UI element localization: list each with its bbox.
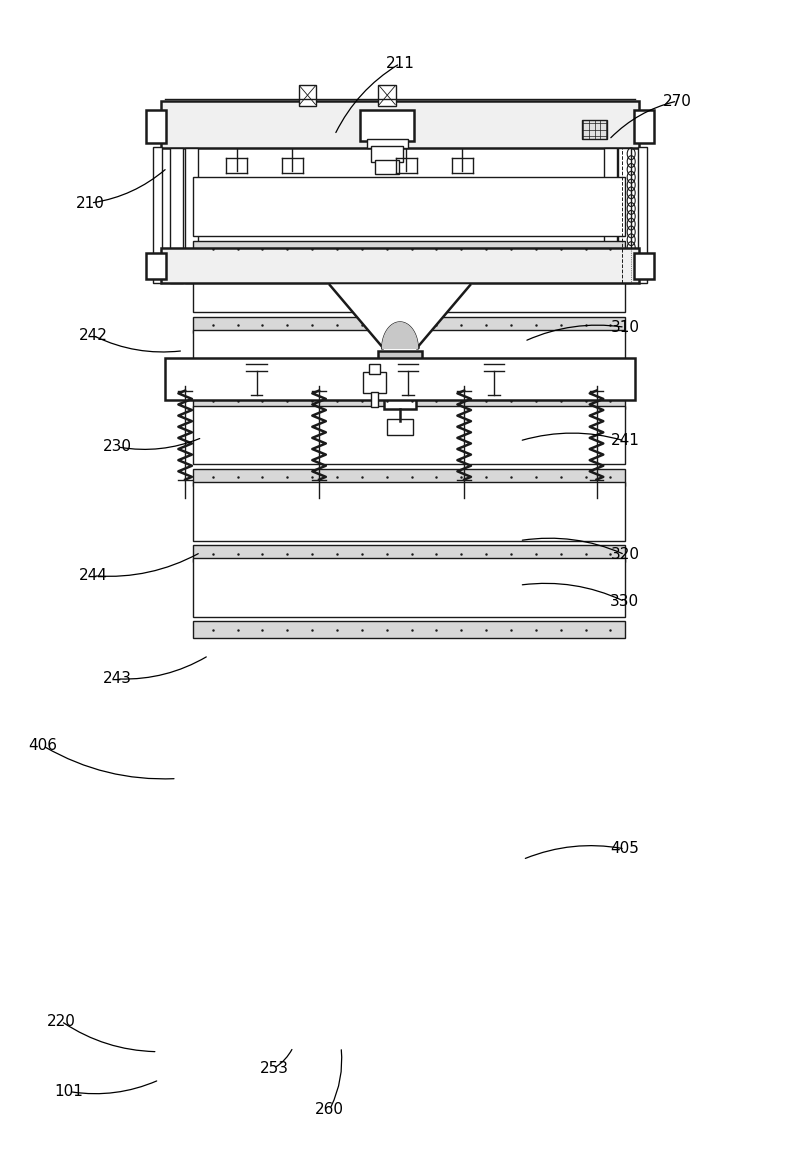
Text: 320: 320	[610, 548, 639, 562]
Bar	[165, 357, 635, 400]
Text: 310: 310	[610, 320, 639, 335]
Bar	[378, 85, 396, 106]
Bar	[371, 146, 403, 162]
Bar	[371, 391, 378, 407]
Text: 270: 270	[663, 94, 692, 108]
Bar	[193, 177, 625, 236]
Bar	[146, 254, 166, 280]
Bar	[193, 405, 625, 464]
Text: 101: 101	[54, 1085, 83, 1099]
Bar	[363, 371, 386, 392]
Text: 242: 242	[78, 328, 107, 343]
Bar	[193, 558, 625, 617]
Polygon shape	[382, 323, 418, 348]
Bar	[193, 317, 625, 334]
Bar	[185, 148, 198, 283]
Bar	[638, 147, 647, 283]
Bar	[360, 110, 414, 141]
Bar	[298, 85, 316, 106]
Bar	[193, 545, 625, 562]
Bar	[153, 147, 162, 283]
Text: 241: 241	[610, 434, 639, 449]
Text: 220: 220	[46, 1014, 76, 1029]
Bar	[369, 363, 380, 374]
Bar	[634, 254, 654, 280]
Text: 260: 260	[315, 1102, 344, 1116]
Text: 230: 230	[102, 439, 131, 455]
Bar	[582, 120, 607, 139]
Polygon shape	[330, 286, 470, 347]
Bar	[170, 148, 183, 283]
Bar	[387, 418, 413, 435]
Bar	[161, 248, 639, 283]
Text: 243: 243	[102, 671, 131, 686]
Text: 244: 244	[78, 569, 107, 583]
Bar	[161, 101, 639, 148]
Text: 330: 330	[610, 595, 639, 609]
Bar	[193, 392, 625, 409]
Bar	[146, 110, 166, 143]
Bar	[378, 350, 422, 381]
Text: 406: 406	[28, 738, 58, 753]
Bar	[618, 148, 631, 283]
Text: 210: 210	[76, 195, 105, 210]
Text: 211: 211	[386, 56, 414, 70]
Text: 405: 405	[610, 841, 639, 857]
Bar	[193, 241, 625, 257]
Bar	[193, 622, 625, 638]
Bar	[634, 110, 654, 143]
Bar	[193, 482, 625, 540]
Bar	[375, 160, 399, 174]
Bar	[384, 381, 416, 409]
Bar	[193, 330, 625, 388]
Bar	[193, 469, 625, 485]
Bar	[366, 139, 408, 148]
Bar	[193, 254, 625, 313]
Text: 253: 253	[259, 1061, 289, 1075]
Bar	[604, 148, 617, 283]
